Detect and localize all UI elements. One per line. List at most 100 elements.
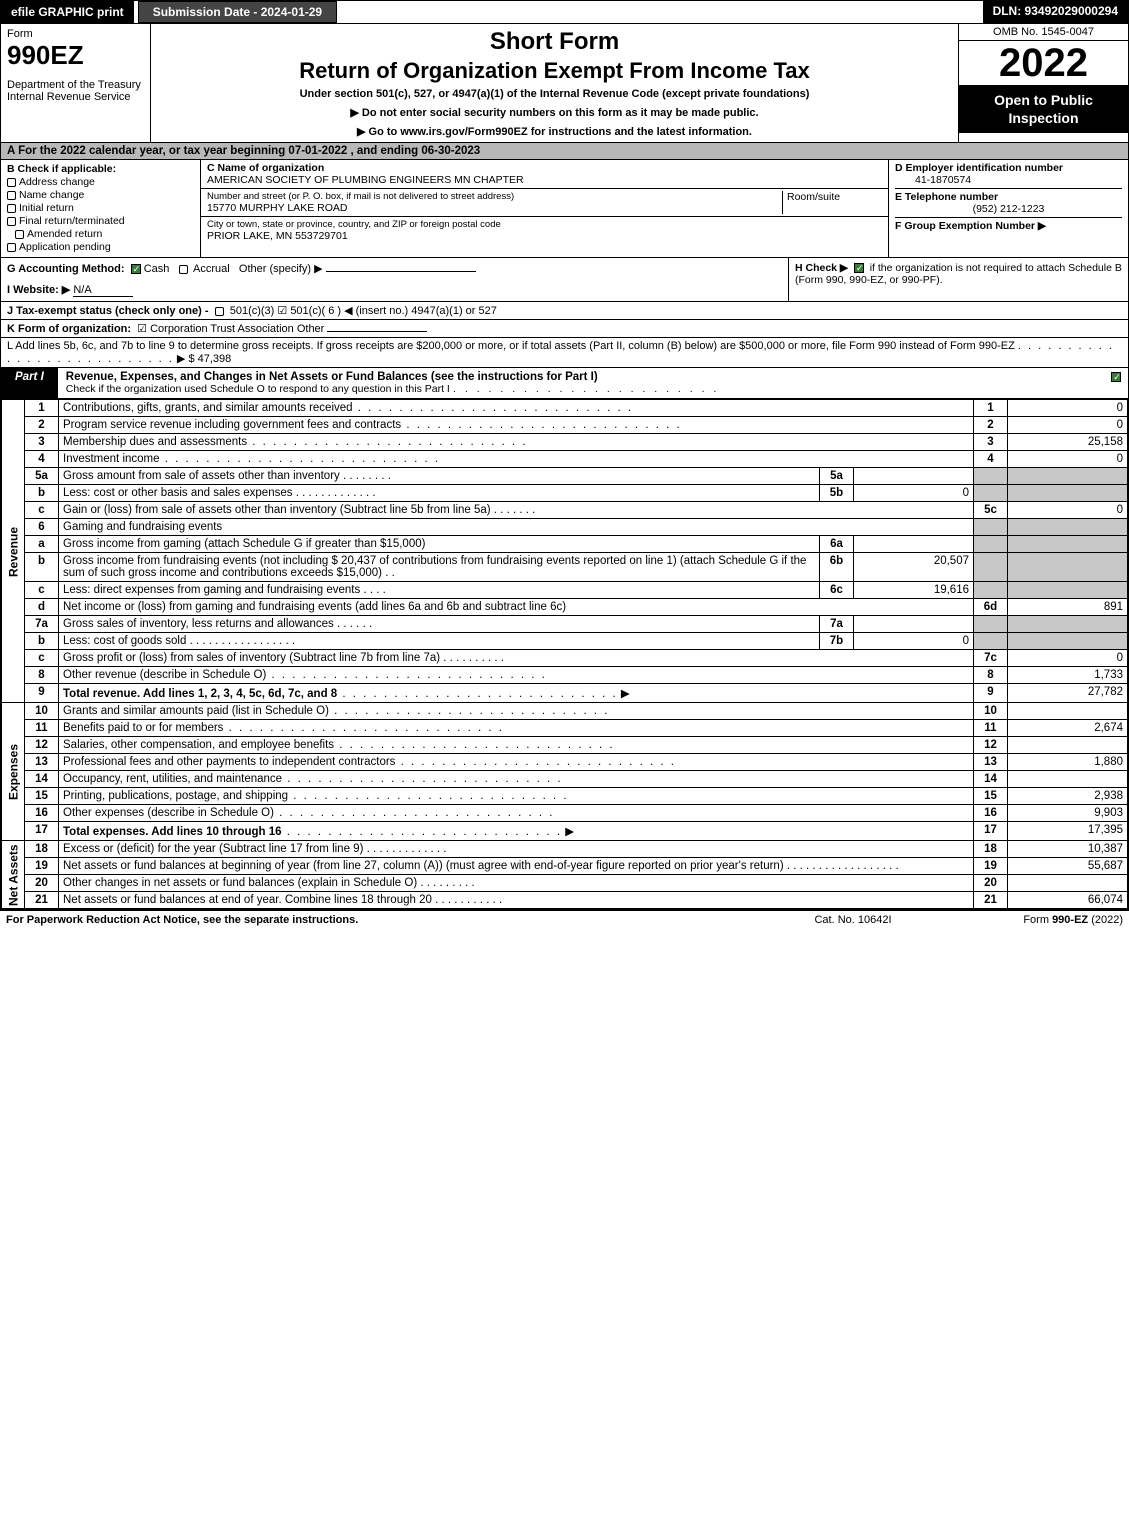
k-opts: ☑ Corporation Trust Association Other: [137, 323, 324, 335]
line-desc: Salaries, other compensation, and employ…: [63, 739, 334, 751]
section-b-checkboxes: B Check if applicable: Address change Na…: [1, 160, 201, 257]
line-rnum: 17: [974, 822, 1008, 841]
part1-subtitle: Check if the organization used Schedule …: [66, 383, 450, 395]
room-suite-label: Room/suite: [782, 191, 882, 214]
part1-schedule-o-check[interactable]: [1104, 368, 1128, 398]
tax-year: 2022: [959, 41, 1128, 85]
line-num: 1: [25, 400, 59, 417]
section-j: J Tax-exempt status (check only one) - 5…: [1, 302, 1128, 320]
checkbox-501c3[interactable]: [215, 307, 224, 316]
header-right: OMB No. 1545-0047 2022 Open to Public In…: [958, 24, 1128, 142]
subline-value: 19,616: [854, 582, 974, 599]
line-num: 15: [25, 788, 59, 805]
checkbox-h[interactable]: [854, 263, 864, 273]
checkbox-address-change[interactable]: [7, 178, 16, 187]
line-value: [1008, 582, 1128, 599]
line-rnum: 6d: [974, 599, 1008, 616]
checkbox-amended-return[interactable]: [15, 230, 24, 239]
checkbox-cash[interactable]: [131, 264, 141, 274]
section-g-h: G Accounting Method: Cash Accrual Other …: [1, 258, 1128, 302]
g-accrual: Accrual: [193, 263, 230, 275]
org-city: PRIOR LAKE, MN 553729701: [207, 230, 882, 242]
d-ein-label: D Employer identification number: [895, 162, 1122, 174]
g-other-line: [326, 271, 476, 272]
line-value: 891: [1008, 599, 1128, 616]
line-desc: Contributions, gifts, grants, and simila…: [63, 402, 353, 414]
line-desc: Net assets or fund balances at beginning…: [63, 860, 784, 872]
line-value: 0: [1008, 650, 1128, 667]
section-c-org-info: C Name of organization AMERICAN SOCIETY …: [201, 160, 888, 257]
line-num: 8: [25, 667, 59, 684]
l-text: L Add lines 5b, 6c, and 7b to line 9 to …: [7, 340, 1015, 352]
line-rnum: 9: [974, 684, 1008, 703]
line-num: 21: [25, 892, 59, 909]
checkbox-final-return[interactable]: [7, 217, 16, 226]
line-num: 9: [25, 684, 59, 703]
line-value: [1008, 468, 1128, 485]
line-rnum: [974, 519, 1008, 536]
no-ssn-instruction: ▶ Do not enter social security numbers o…: [159, 106, 950, 119]
line-desc: Other expenses (describe in Schedule O): [63, 807, 274, 819]
line-rnum: [974, 616, 1008, 633]
line-desc: Gross income from fundraising events (no…: [63, 555, 806, 579]
subline-value: [854, 536, 974, 553]
section-h: H Check ▶ if the organization is not req…: [788, 258, 1128, 301]
line-num: c: [25, 502, 59, 519]
line-num: 14: [25, 771, 59, 788]
line-num: b: [25, 633, 59, 650]
line-desc: Less: direct expenses from gaming and fu…: [63, 584, 360, 596]
efile-print-button[interactable]: efile GRAPHIC print: [1, 1, 134, 23]
form-header: Form 990EZ Department of the Treasury In…: [1, 24, 1128, 143]
line-value: [1008, 703, 1128, 720]
checkbox-initial-return[interactable]: [7, 204, 16, 213]
line-rnum: [974, 633, 1008, 650]
line-desc: Other changes in net assets or fund bala…: [63, 877, 417, 889]
org-name: AMERICAN SOCIETY OF PLUMBING ENGINEERS M…: [207, 174, 882, 186]
checkbox-name-change[interactable]: [7, 191, 16, 200]
subline-num: 5b: [820, 485, 854, 502]
part1-title-wrap: Revenue, Expenses, and Changes in Net As…: [58, 368, 1104, 398]
line-rnum: 18: [974, 841, 1008, 858]
line-desc: Excess or (deficit) for the year (Subtra…: [63, 843, 363, 855]
line-value: 1,733: [1008, 667, 1128, 684]
line-rnum: 19: [974, 858, 1008, 875]
short-form-title: Short Form: [159, 28, 950, 56]
part1-header: Part I Revenue, Expenses, and Changes in…: [1, 368, 1128, 399]
line-desc: Occupancy, rent, utilities, and maintena…: [63, 773, 282, 785]
line-rnum: [974, 468, 1008, 485]
line-rnum: 8: [974, 667, 1008, 684]
line-value: [1008, 616, 1128, 633]
l-value: $ 47,398: [188, 353, 231, 365]
open-public-badge: Open to Public Inspection: [959, 85, 1128, 133]
checkbox-accrual[interactable]: [179, 265, 188, 274]
line-num: 12: [25, 737, 59, 754]
section-d-e-f: D Employer identification number 41-1870…: [888, 160, 1128, 257]
checkbox-application-pending[interactable]: [7, 243, 16, 252]
footer-formref: Form 990-EZ (2022): [943, 914, 1123, 926]
line-rnum: [974, 553, 1008, 582]
submission-date-button[interactable]: Submission Date - 2024-01-29: [138, 1, 337, 23]
k-label: K Form of organization:: [7, 323, 131, 335]
subline-num: 7a: [820, 616, 854, 633]
header-center: Short Form Return of Organization Exempt…: [151, 24, 958, 142]
cb-label: Application pending: [19, 241, 111, 253]
line-num: 11: [25, 720, 59, 737]
line-num: d: [25, 599, 59, 616]
line-desc: Membership dues and assessments: [63, 436, 247, 448]
line-value: 25,158: [1008, 434, 1128, 451]
form-number: 990EZ: [7, 40, 144, 71]
subline-value: [854, 616, 974, 633]
line-value: 1,880: [1008, 754, 1128, 771]
g-label: G Accounting Method:: [7, 263, 125, 275]
line-rnum: 7c: [974, 650, 1008, 667]
line-num: c: [25, 582, 59, 599]
net-assets-side-label: Net Assets: [2, 841, 25, 909]
line-num: 16: [25, 805, 59, 822]
line-desc: Gaming and fundraising events: [63, 521, 222, 533]
dln-label: DLN: 93492029000294: [983, 1, 1128, 23]
line-desc: Net assets or fund balances at end of ye…: [63, 894, 432, 906]
line-num: 19: [25, 858, 59, 875]
line-num: 5a: [25, 468, 59, 485]
footer: For Paperwork Reduction Act Notice, see …: [0, 910, 1129, 929]
line-desc: Gross sales of inventory, less returns a…: [63, 618, 334, 630]
